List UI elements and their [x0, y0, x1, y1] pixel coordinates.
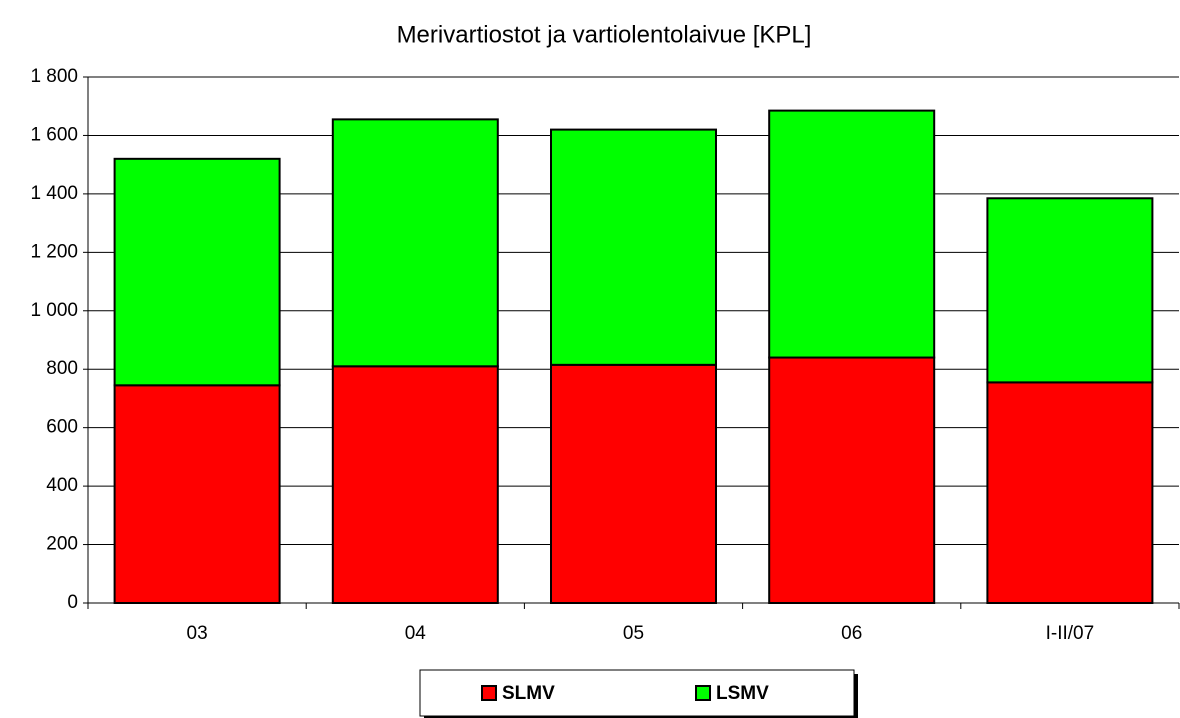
y-tick-label: 0	[67, 592, 78, 613]
y-tick-label: 800	[46, 358, 78, 379]
legend-swatch	[481, 685, 497, 701]
legend-label: LSMV	[716, 683, 769, 704]
y-tick-label: 1 000	[30, 300, 78, 321]
x-tick-label: 04	[405, 623, 427, 644]
bar	[331, 365, 499, 604]
y-tick-label: 400	[46, 475, 78, 496]
bar	[113, 384, 281, 604]
bar	[550, 128, 717, 366]
x-tick-label: 03	[187, 623, 208, 644]
y-tick-label: 600	[46, 417, 78, 438]
legend-swatch	[695, 685, 711, 701]
x-tick-label: 05	[623, 623, 644, 644]
chart-title: Merivartiostot ja vartiolentolaivue [KPL…	[397, 21, 812, 48]
bar	[768, 109, 936, 359]
y-tick-label: 1 600	[30, 124, 78, 145]
bar	[331, 118, 499, 368]
x-tick-label: 06	[841, 623, 862, 644]
legend-label: SLMV	[502, 683, 555, 704]
bar	[986, 381, 1154, 604]
bar	[768, 356, 936, 604]
bar	[550, 363, 717, 605]
x-tick-label: I-II/07	[1046, 623, 1095, 644]
y-tick-label: 1 400	[30, 183, 78, 204]
y-tick-label: 200	[46, 534, 78, 555]
y-tick-label: 1 800	[30, 66, 78, 87]
bar	[986, 197, 1154, 384]
y-tick-label: 1 200	[30, 241, 78, 262]
bar	[113, 157, 281, 387]
